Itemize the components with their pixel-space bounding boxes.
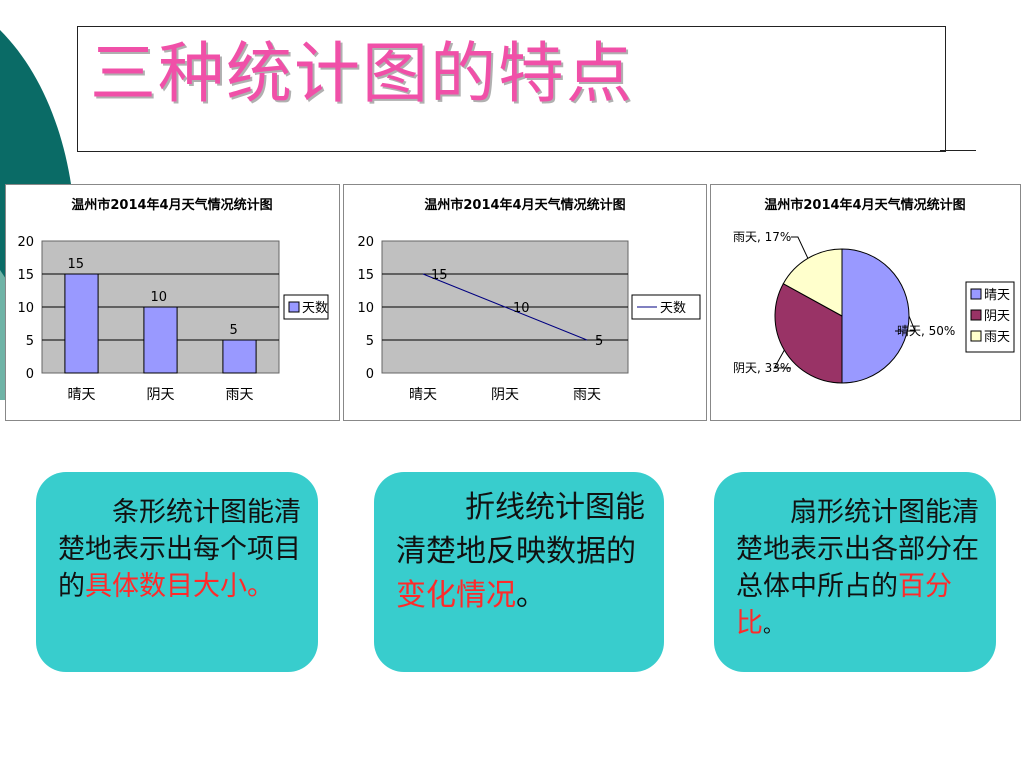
y-tick-label: 15	[357, 268, 374, 283]
line-chart-description-card: 折线统计图能清楚地反映数据的变化情况。	[374, 472, 664, 672]
chart-title: 温州市2014年4月天气情况统计图	[764, 197, 965, 213]
y-tick-label: 10	[357, 301, 374, 316]
chart-title: 温州市2014年4月天气情况统计图	[71, 197, 272, 213]
data-label: 5	[230, 323, 238, 338]
legend-label: 阴天	[984, 309, 1010, 324]
title-underline	[940, 150, 976, 151]
y-tick-label: 5	[26, 334, 34, 349]
x-tick-label: 晴天	[409, 387, 437, 403]
y-tick-label: 5	[366, 334, 374, 349]
data-label: 5	[595, 334, 603, 349]
title-box: 三种统计图的特点	[77, 26, 946, 152]
bar	[64, 273, 99, 374]
line-chart: 温州市2014年4月天气情况统计图 0 5 10 15 20 晴天 阴天 雨天 15 10 5 天数	[357, 197, 701, 403]
card-text-tail: 。	[763, 613, 783, 637]
page-title: 三种统计图的特点	[90, 35, 634, 112]
slice-label: 晴天, 50%	[897, 324, 955, 338]
legend-label: 天数	[660, 301, 686, 316]
y-tick-label: 0	[366, 367, 374, 382]
data-label: 10	[151, 290, 168, 305]
bar-chart: 温州市2014年4月天气情况统计图 0 5 10 15 20 晴天 阴天 雨天 15 10 5 天数	[17, 197, 329, 403]
leader-line	[773, 349, 791, 369]
bar	[143, 306, 178, 374]
pie-slice	[782, 248, 843, 317]
x-tick-label: 雨天	[226, 387, 254, 403]
y-tick-label: 0	[26, 367, 34, 382]
leader-line	[791, 236, 809, 259]
pie-slice	[774, 283, 843, 384]
card-text: 折线统计图能清楚地反映数据的	[396, 490, 645, 569]
legend-swatch	[970, 330, 982, 342]
card-text: 条形统计图能清楚地表示出每个项目的	[58, 497, 301, 602]
data-label: 10	[513, 301, 530, 316]
bar-chart-panel: 温州市2014年4月天气情况统计图 0 5 10 15 20 晴天 阴天 雨天 15 10 5 天数	[5, 184, 340, 421]
data-label: 15	[68, 257, 85, 272]
slice-label: 阴天, 33%	[733, 361, 791, 375]
card-highlight: 百分比	[736, 571, 952, 639]
card-highlight: 变化情况	[396, 578, 516, 613]
chart-title: 温州市2014年4月天气情况统计图	[424, 197, 625, 213]
series-line	[422, 273, 588, 341]
legend-label: 晴天	[984, 288, 1010, 303]
pie-chart-description: 扇形统计图能清楚地表示出各部分在总体中所占的百分比。	[736, 494, 982, 644]
y-tick-label: 10	[17, 301, 34, 316]
slice-label: 雨天, 17%	[733, 230, 791, 244]
x-tick-label: 阴天	[491, 387, 519, 403]
legend-swatch	[970, 309, 982, 321]
pie-slice	[841, 248, 910, 384]
bar	[222, 339, 257, 374]
legend-label: 雨天	[984, 330, 1010, 345]
legend-swatch	[970, 288, 982, 300]
y-tick-label: 15	[17, 268, 34, 283]
data-label: 15	[431, 268, 448, 283]
legend-label: 天数	[302, 301, 328, 316]
legend-swatch	[288, 301, 300, 313]
card-highlight: 具体数目大小。	[85, 571, 274, 602]
pie-chart-panel: 温州市2014年4月天气情况统计图晴天, 50% 阴天, 33% 雨天, 17% 晴天…	[710, 184, 1021, 421]
y-tick-label: 20	[17, 235, 34, 250]
bar-chart-description-card: 条形统计图能清楚地表示出每个项目的具体数目大小。	[36, 472, 318, 672]
x-tick-label: 雨天	[573, 387, 601, 403]
leader-line	[895, 315, 916, 332]
line-chart-description: 折线统计图能清楚地反映数据的变化情况。	[396, 486, 650, 618]
legend-box	[283, 294, 329, 320]
x-tick-label: 阴天	[147, 387, 175, 403]
card-text-tail: 。	[516, 578, 546, 613]
x-tick-label: 晴天	[68, 387, 96, 403]
pie-chart-description-card: 扇形统计图能清楚地表示出各部分在总体中所占的百分比。	[714, 472, 996, 672]
bar-chart-description: 条形统计图能清楚地表示出每个项目的具体数目大小。	[58, 494, 304, 605]
y-tick-label: 20	[357, 235, 374, 250]
line-chart-panel: 温州市2014年4月天气情况统计图 0 5 10 15 20 晴天 阴天 雨天 15 10 5 天数	[343, 184, 707, 421]
card-text: 扇形统计图能清楚地表示出各部分在总体中所占的	[736, 497, 979, 602]
